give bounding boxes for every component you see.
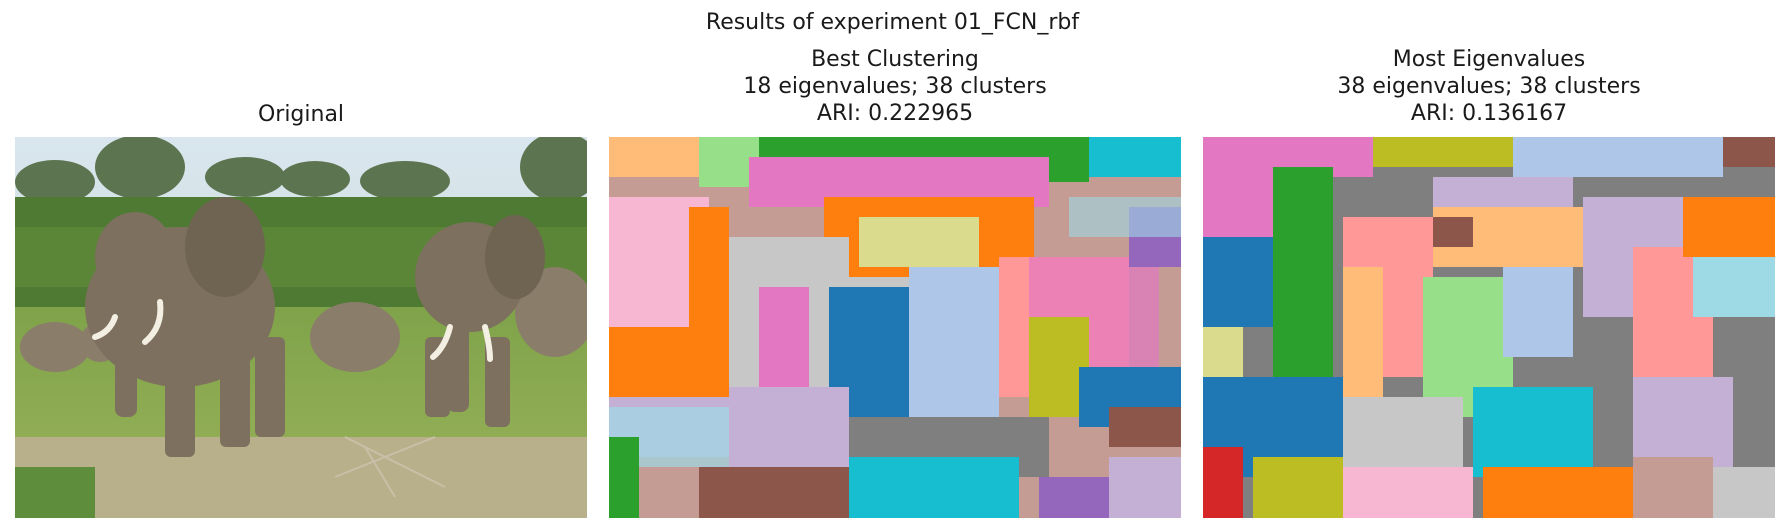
most-eigenvalues-ari: ARI: 0.136167 xyxy=(1410,101,1568,126)
original-title: Original xyxy=(257,102,345,127)
best-clustering-ari: ARI: 0.222965 xyxy=(816,101,974,126)
most-eigenvalues-eigenvalues: 38 eigenvalues; 38 clusters xyxy=(1337,74,1641,99)
most-eigenvalues-title: Most Eigenvalues xyxy=(1392,47,1586,72)
best-clustering-title: Best Clustering xyxy=(811,47,979,72)
figure-suptitle: Results of experiment 01_FCN_rbf xyxy=(705,10,1080,35)
best-clustering-segmentation xyxy=(609,137,1181,518)
original-photo xyxy=(15,137,587,518)
best-clustering-eigenvalues: 18 eigenvalues; 38 clusters xyxy=(743,74,1047,99)
most-eigenvalues-segmentation xyxy=(1203,137,1775,518)
